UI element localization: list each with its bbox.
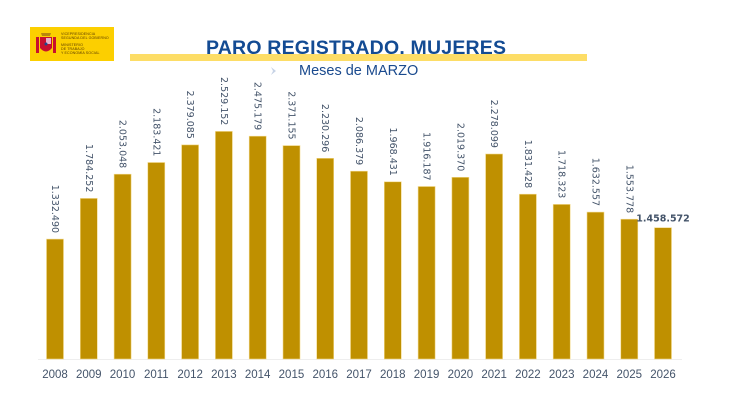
bar-2012 [181,144,199,360]
value-label-2019: 1.916.187 [421,132,432,180]
category-label-2016: 2016 [312,369,338,381]
category-label-2008: 2008 [42,369,68,381]
category-label-2020: 2020 [448,369,474,381]
category-label-2009: 2009 [76,369,102,381]
logo-line: DE TRABAJO [61,47,85,51]
category-label-2010: 2010 [110,369,136,381]
value-label-2018: 1.968.431 [387,127,398,175]
value-label-2010: 2.053.048 [117,120,128,168]
value-label-2022: 1.831.428 [522,140,533,188]
bar-2026 [654,227,672,360]
bar-2011 [147,162,166,360]
logo-text-ministerio: MINISTERIO DE TRABAJO Y ECONOMÍA SOCIAL [61,43,100,55]
value-label-2013: 2.529.152 [218,77,229,125]
page-title: PARO REGISTRADO. MUJERES [206,37,507,59]
category-label-2022: 2022 [515,369,541,381]
category-label-2015: 2015 [279,369,305,381]
value-label-2016: 2.230.296 [319,104,330,152]
value-label-2023: 1.718.323 [556,150,567,198]
value-label-2021: 2.278.099 [488,100,499,148]
category-label-2021: 2021 [481,369,507,381]
bar-2014 [248,135,267,360]
category-label-2014: 2014 [245,369,271,381]
logo-line: VICEPRESIDENCIA [61,32,96,36]
bar-2017 [350,170,368,360]
bar-2013 [215,131,233,360]
category-label-2012: 2012 [177,369,203,381]
page-subtitle: Meses de MARZO [299,63,419,79]
coat-of-arms-icon [36,33,56,53]
bar-2025 [620,218,639,360]
bar-2022 [519,193,537,360]
category-label-2023: 2023 [549,369,575,381]
chevron-right-icon [271,67,276,75]
value-label-2009: 1.784.252 [83,144,94,192]
bars-group [46,131,672,360]
value-label-2011: 2.183.421 [150,108,161,156]
logo-line: Y ECONOMÍA SOCIAL [61,51,100,55]
value-label-2014: 2.475.179 [252,82,263,130]
bar-2024 [586,211,605,360]
logo-line: SEGUNDA DEL GOBIERNO [61,36,109,40]
category-label-2019: 2019 [414,369,440,381]
value-label-2020: 2.019.370 [454,123,465,171]
logo-line: MINISTERIO [61,43,83,47]
category-label-2011: 2011 [144,369,169,381]
value-labels-group: 1.332.490 1.784.252 2.053.048 2.183.421 2.37… [49,77,690,233]
bar-2021 [485,153,503,360]
bar-2015 [282,145,301,360]
category-label-2025: 2025 [616,369,642,381]
logo-text-vicepresidencia: VICEPRESIDENCIA SEGUNDA DEL GOBIERNO [61,32,109,40]
bar-2020 [451,177,470,360]
value-label-2026: 1.458.572 [636,214,690,225]
category-labels-group: 2008 2009 2010 2011 2012 2013 2014 2015 2016 2017… [42,369,676,381]
category-label-2013: 2013 [211,369,237,381]
category-label-2026: 2026 [650,369,676,381]
value-label-2017: 2.086.379 [353,117,364,165]
bar-2016 [316,158,335,360]
title-underline-bar [130,54,587,61]
bar-2018 [383,181,402,360]
bar-2008 [46,238,64,360]
bar-2019 [417,186,436,360]
bar-2010 [113,173,132,360]
category-label-2024: 2024 [583,369,609,381]
value-label-2025: 1.553.778 [623,165,634,213]
ministry-logo: VICEPRESIDENCIA SEGUNDA DEL GOBIERNO MIN… [30,27,114,61]
bar-2009 [80,198,98,360]
value-label-2015: 2.371.155 [285,91,296,139]
value-label-2012: 2.379.085 [184,91,195,139]
category-label-2017: 2017 [346,369,372,381]
bar-2023 [552,204,571,360]
category-label-2018: 2018 [380,369,406,381]
value-label-2024: 1.632.557 [589,158,600,206]
value-label-2008: 1.332.490 [49,185,60,233]
